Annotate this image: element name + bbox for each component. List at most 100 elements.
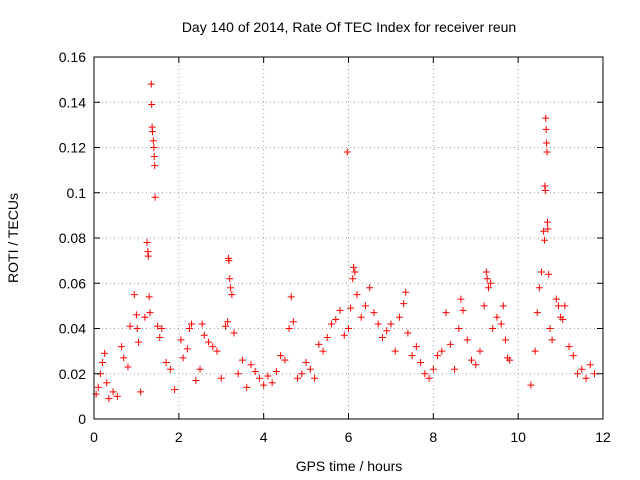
data-point — [569, 352, 577, 360]
data-point — [151, 193, 159, 201]
data-point — [484, 284, 492, 292]
data-point — [230, 329, 238, 337]
data-point — [537, 268, 545, 276]
data-point — [149, 128, 157, 136]
data-point — [185, 325, 193, 332]
data-point — [340, 331, 348, 339]
data-point — [476, 347, 484, 355]
data-point — [347, 304, 355, 312]
data-point — [542, 125, 550, 133]
data-point — [156, 334, 164, 342]
data-point — [113, 392, 121, 400]
data-point — [455, 325, 463, 332]
data-point — [527, 381, 535, 389]
axis-ticks: 0 2 4 6 8 10 12 0 0.02 0.04 0.06 0.08 0.1 0.12 0.14 0.1… — [59, 49, 611, 445]
data-point — [94, 383, 102, 391]
data-point — [545, 270, 553, 278]
y-tick-label: 0.04 — [59, 321, 86, 337]
data-point — [442, 309, 450, 317]
data-point — [200, 331, 208, 339]
data-point — [350, 263, 358, 271]
data-point — [148, 101, 156, 109]
data-point — [224, 318, 232, 326]
data-point — [366, 284, 374, 292]
data-point — [554, 302, 562, 310]
data-point — [132, 311, 140, 319]
data-point — [552, 295, 560, 303]
data-point — [146, 309, 154, 317]
data-point — [349, 275, 357, 283]
data-point — [480, 302, 488, 310]
data-point — [151, 162, 159, 170]
data-point — [281, 356, 289, 364]
data-point — [493, 313, 501, 321]
data-point — [109, 388, 117, 396]
data-point — [374, 320, 382, 328]
data-point — [144, 252, 152, 260]
data-point — [149, 137, 157, 145]
data-point — [412, 343, 420, 351]
data-point — [395, 313, 403, 321]
data-point — [196, 365, 204, 373]
data-point — [578, 365, 586, 373]
data-point — [130, 291, 138, 299]
data-point — [387, 320, 395, 328]
data-point — [124, 363, 132, 371]
data-point — [228, 291, 236, 299]
y-tick-label: 0.1 — [67, 185, 87, 201]
data-point — [499, 302, 507, 310]
data-point — [183, 345, 191, 353]
data-point — [255, 374, 263, 382]
data-point — [351, 268, 359, 276]
data-point — [357, 313, 365, 321]
data-point — [198, 320, 206, 328]
data-point — [147, 80, 155, 88]
x-axis-label: GPS time / hours — [296, 458, 403, 474]
data-point — [541, 186, 549, 194]
data-point — [179, 354, 187, 362]
data-point — [272, 367, 280, 375]
data-point — [429, 365, 437, 373]
data-point — [425, 374, 433, 382]
data-point — [361, 302, 369, 310]
x-tick-label: 8 — [429, 429, 437, 445]
data-point — [268, 379, 276, 387]
data-point — [497, 320, 505, 328]
y-tick-label: 0.08 — [59, 230, 86, 246]
data-point — [166, 365, 174, 373]
data-point — [370, 309, 378, 317]
data-point — [482, 268, 490, 276]
data-point — [483, 275, 491, 283]
data-point — [417, 358, 425, 366]
data-point — [472, 361, 480, 369]
data-point — [311, 374, 319, 382]
data-point — [126, 322, 134, 330]
data-point — [540, 227, 548, 235]
data-point — [118, 343, 126, 351]
data-point — [213, 347, 221, 355]
x-tick-label: 6 — [345, 429, 353, 445]
data-point — [145, 293, 153, 301]
data-point — [332, 315, 340, 323]
data-point — [154, 322, 162, 330]
data-point — [162, 358, 170, 366]
data-point — [506, 356, 514, 364]
data-point — [402, 288, 410, 296]
data-point — [404, 329, 412, 337]
data-point — [247, 361, 255, 369]
data-point — [103, 379, 111, 387]
data-point — [238, 356, 246, 364]
y-tick-label: 0.06 — [59, 275, 86, 291]
data-point — [260, 381, 268, 389]
data-point — [559, 315, 567, 323]
data-point — [378, 334, 386, 342]
data-point — [586, 361, 594, 369]
x-tick-label: 0 — [90, 429, 98, 445]
data-point — [487, 279, 495, 287]
data-point — [543, 139, 551, 147]
data-point — [209, 343, 217, 351]
data-point — [489, 325, 497, 332]
data-point — [574, 370, 582, 378]
data-point — [101, 349, 109, 357]
